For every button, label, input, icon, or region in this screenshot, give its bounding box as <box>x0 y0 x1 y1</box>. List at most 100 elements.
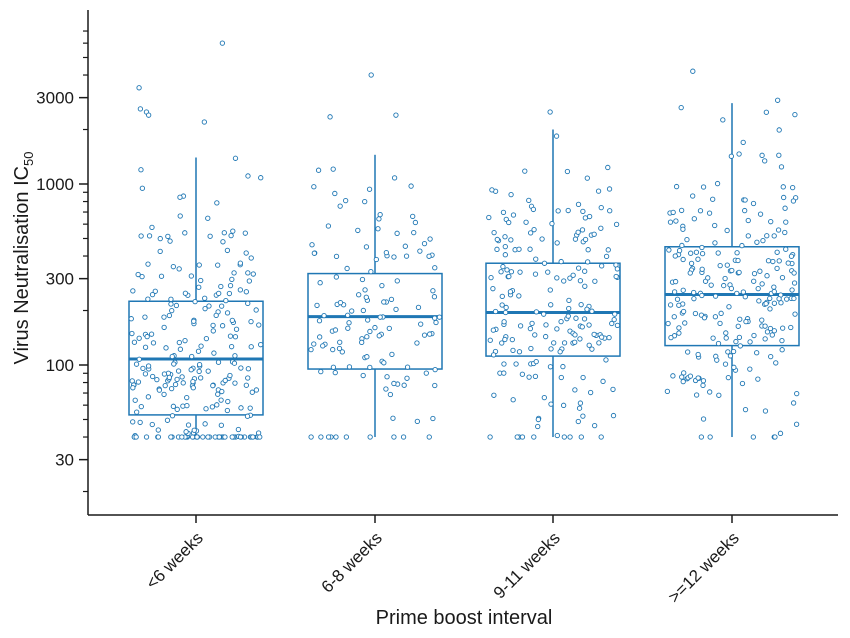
data-point <box>412 219 419 226</box>
data-point <box>138 233 144 239</box>
data-point <box>793 421 800 427</box>
data-point <box>229 317 235 324</box>
data-point <box>664 388 671 395</box>
data-point <box>707 434 713 440</box>
data-point <box>580 413 586 419</box>
data-point <box>577 336 583 342</box>
data-point <box>794 390 800 397</box>
data-point <box>754 350 760 356</box>
data-point <box>198 343 204 349</box>
data-point <box>528 345 534 352</box>
data-point <box>388 296 395 303</box>
data-point <box>177 346 184 352</box>
data-point <box>218 303 225 309</box>
data-point <box>613 221 620 228</box>
data-point <box>149 224 155 231</box>
points-group <box>664 68 800 440</box>
box <box>485 262 621 357</box>
data-point <box>759 281 765 287</box>
data-point <box>506 273 512 280</box>
data-point <box>216 434 222 440</box>
data-point <box>367 328 373 335</box>
data-point <box>712 293 719 299</box>
data-point <box>790 400 797 406</box>
data-point <box>188 367 194 373</box>
data-point <box>337 339 343 345</box>
data-point <box>182 230 188 236</box>
data-point <box>717 320 723 327</box>
data-point <box>725 349 731 355</box>
data-point <box>715 250 721 256</box>
data-point <box>717 262 723 269</box>
data-point <box>526 374 532 380</box>
data-point <box>747 366 753 372</box>
data-point <box>257 434 263 440</box>
data-point <box>161 314 167 320</box>
data-point <box>367 364 373 371</box>
data-point <box>566 297 572 304</box>
data-point <box>136 335 142 341</box>
data-point <box>586 322 592 328</box>
data-point <box>693 392 700 398</box>
data-point <box>566 305 572 312</box>
data-point <box>560 402 567 408</box>
data-point <box>146 233 153 239</box>
data-point <box>148 331 155 337</box>
data-point <box>210 322 216 328</box>
data-point <box>698 434 705 440</box>
data-point <box>783 219 789 225</box>
data-point <box>330 346 336 353</box>
data-point <box>182 290 189 296</box>
data-point <box>763 301 769 307</box>
data-point <box>176 266 182 272</box>
data-point <box>783 246 789 252</box>
data-point <box>592 422 598 429</box>
data-point <box>205 215 211 221</box>
data-point <box>394 278 400 284</box>
data-point <box>427 236 433 242</box>
data-point <box>731 364 737 370</box>
data-point <box>576 405 583 411</box>
data-point <box>190 379 196 385</box>
data-point <box>488 274 494 281</box>
data-point <box>548 302 554 308</box>
data-point <box>202 295 208 301</box>
data-point <box>730 348 737 355</box>
data-point <box>311 184 317 190</box>
data-point <box>318 434 324 440</box>
data-point <box>764 329 771 335</box>
data-point <box>580 208 586 215</box>
data-point <box>776 127 782 133</box>
data-point <box>168 301 174 307</box>
data-point <box>777 430 784 436</box>
data-point <box>432 265 438 271</box>
data-point <box>196 262 202 268</box>
data-point <box>581 316 588 322</box>
data-point <box>362 198 368 205</box>
data-point <box>332 190 338 197</box>
points-group <box>486 109 621 440</box>
data-point <box>257 342 264 348</box>
data-point <box>308 346 314 353</box>
data-point <box>531 434 537 440</box>
data-point <box>205 434 211 440</box>
data-point <box>491 392 497 398</box>
data-point <box>364 334 370 340</box>
data-point <box>391 380 397 387</box>
data-point <box>165 233 171 240</box>
data-point <box>142 371 149 377</box>
data-point <box>502 309 509 316</box>
y-tick-label: 1000 <box>36 175 74 194</box>
y-tick-label: 100 <box>46 356 74 375</box>
data-point <box>789 287 795 293</box>
outlier-point <box>393 112 399 118</box>
data-point <box>168 296 174 302</box>
data-point <box>780 184 786 190</box>
box-group <box>307 154 443 438</box>
data-point <box>557 349 563 355</box>
data-point <box>432 315 438 321</box>
data-point <box>503 304 509 311</box>
data-point <box>522 168 528 174</box>
data-point <box>603 357 609 363</box>
data-point <box>379 282 385 289</box>
